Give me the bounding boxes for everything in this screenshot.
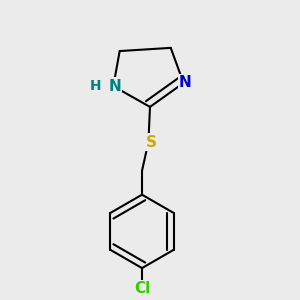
Text: S: S [146, 134, 157, 149]
Text: N: N [109, 79, 121, 94]
Text: Cl: Cl [134, 281, 150, 296]
Text: H: H [90, 79, 101, 92]
Text: N: N [179, 76, 191, 91]
